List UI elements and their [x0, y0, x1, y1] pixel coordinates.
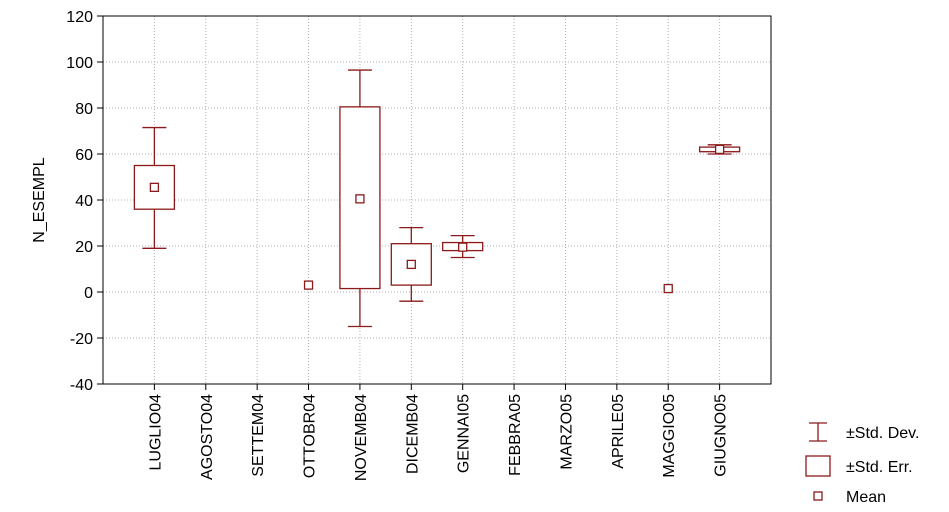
mean-marker [355, 194, 365, 204]
grid-lines [103, 16, 771, 384]
mean-marker [714, 144, 725, 155]
y-tick-label: 80 [75, 101, 93, 118]
legend-label: ±Std. Err. [846, 459, 913, 476]
x-axis: LUGLIO04 AGOSTO04 SETTEM04 OTTOBR04 NOVEMB04… [147, 384, 730, 481]
y-tick-label: 60 [75, 147, 93, 164]
y-tick-label: 40 [75, 193, 93, 210]
x-tick-label: OTTOBR04 [302, 394, 319, 478]
legend-mean-icon [813, 491, 823, 501]
y-tick-label: -40 [70, 377, 93, 394]
x-tick-label: NOVEMB04 [353, 394, 370, 481]
x-tick-label: SETTEM04 [250, 394, 267, 477]
x-tick-label: DICEMB04 [404, 394, 421, 474]
legend-label: ±Std. Dev. [846, 425, 919, 442]
legend: ±Std. Dev. ±Std. Err. Mean [805, 422, 919, 506]
x-tick-label: MAGGIO05 [661, 394, 678, 478]
y-axis: -40 -20 0 20 40 60 80 100 120 [66, 9, 103, 394]
y-tick-label: 100 [66, 55, 93, 72]
mean-marker [303, 280, 314, 290]
x-tick-label: LUGLIO04 [147, 394, 164, 471]
y-tick-label: 120 [66, 9, 93, 26]
y-tick-label: 20 [75, 239, 93, 256]
x-tick-label: AGOSTO04 [199, 394, 216, 480]
box-marks [133, 69, 741, 328]
legend-box-icon [805, 455, 831, 477]
x-tick-label: APRILE05 [610, 394, 627, 469]
mean-marker [663, 283, 673, 294]
x-tick-label: GENNAI05 [456, 394, 473, 473]
y-tick-label: 0 [84, 285, 93, 302]
y-axis-title: N_ESEMPL [31, 157, 48, 242]
legend-label: Mean [846, 489, 886, 506]
x-tick-label: MARZO05 [558, 394, 575, 470]
x-tick-label: FEBBRA05 [507, 394, 524, 476]
x-tick-label: GIUGNO05 [713, 394, 730, 477]
mean-marker [406, 259, 416, 270]
y-tick-label: -20 [70, 331, 93, 348]
mean-marker [458, 242, 468, 252]
mean-marker [149, 182, 160, 193]
